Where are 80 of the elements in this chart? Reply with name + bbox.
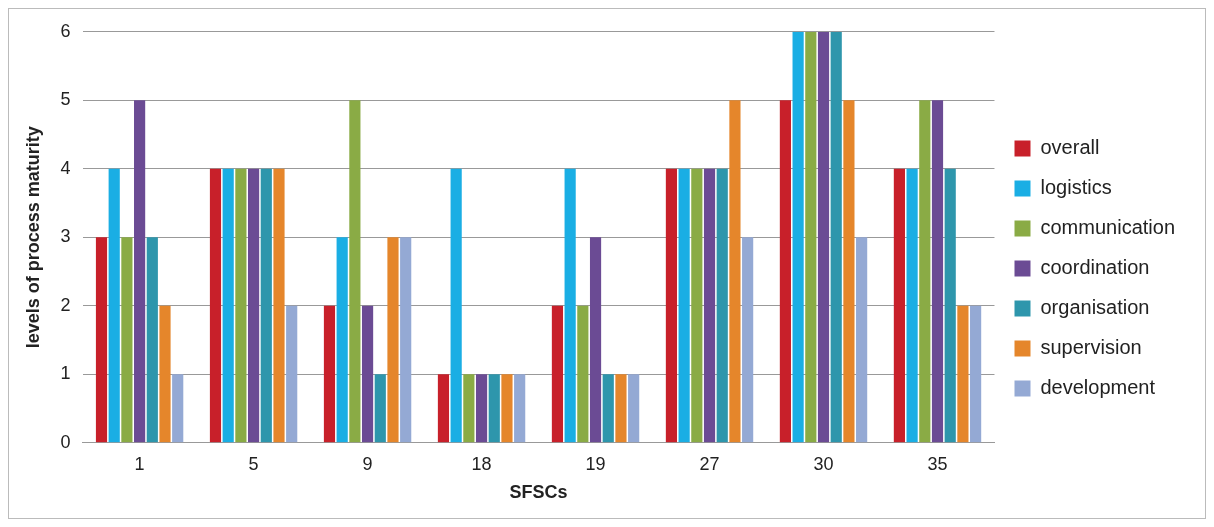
bar [577,305,589,443]
bar [209,168,222,443]
bar [488,374,500,443]
bar [134,100,146,443]
bar [805,31,817,443]
bar [222,168,234,443]
bar [349,100,361,443]
bar [970,305,982,443]
y-tick-label: 6 [60,20,71,41]
bar [374,374,386,443]
legend-label: overall [1040,136,1100,159]
bar [514,374,526,443]
bar [108,168,120,443]
bar [95,237,108,443]
bar [286,305,298,443]
y-axis-title: levels of process maturity [22,126,43,349]
bar [121,237,133,443]
y-tick-label: 1 [60,363,71,384]
bar [361,305,374,443]
bar [931,100,944,443]
bar [742,237,754,443]
bar [323,305,336,443]
bar [919,100,931,443]
bar [817,31,830,443]
bar [146,237,158,443]
bar [564,168,576,443]
bar [463,374,475,443]
bar [944,168,956,443]
bar [665,168,678,443]
bar [273,168,285,443]
bar [437,374,450,443]
bar [248,168,260,443]
bar [678,168,690,443]
bar [856,237,868,443]
bar [450,168,462,443]
bar [628,374,640,443]
bar [159,305,171,443]
bar [589,237,602,443]
x-tick-label: 9 [362,453,373,474]
bar [387,237,399,443]
bar [703,168,716,443]
x-tick-label: 30 [813,453,834,474]
bar [602,374,614,443]
x-tick-label: 18 [471,453,492,474]
bar [957,305,969,443]
bar [792,31,804,443]
bar [400,237,412,443]
bar [501,374,513,443]
bar [615,374,627,443]
y-tick-label: 4 [60,157,71,178]
bar [716,168,728,443]
x-tick-label: 19 [585,453,606,474]
legend-label: communication [1040,216,1176,239]
bar [906,168,918,443]
bar [260,168,272,443]
legend-label: organisation [1040,296,1150,319]
bar [843,100,855,443]
y-tick-label: 3 [60,226,71,247]
bar [779,100,791,443]
bar [691,168,703,443]
legend-label: supervision [1040,336,1142,359]
x-tick-label: 27 [699,453,720,474]
bar [830,31,842,443]
y-tick-label: 5 [60,89,71,110]
x-tick-label: 1 [134,453,145,474]
bar [172,374,184,443]
bar [475,374,488,443]
x-axis-title: SFSCs [509,482,568,503]
bar [729,100,741,443]
y-tick-label: 2 [60,294,71,315]
legend-label: logistics [1040,176,1112,199]
bar [893,168,905,443]
legend-label: development [1040,376,1156,399]
bar [235,168,247,443]
bar [551,305,564,443]
bar [336,237,348,443]
x-tick-label: 35 [927,453,948,474]
x-tick-label: 5 [248,453,259,474]
legend-label: coordination [1040,256,1150,279]
y-tick-label: 0 [60,431,71,452]
